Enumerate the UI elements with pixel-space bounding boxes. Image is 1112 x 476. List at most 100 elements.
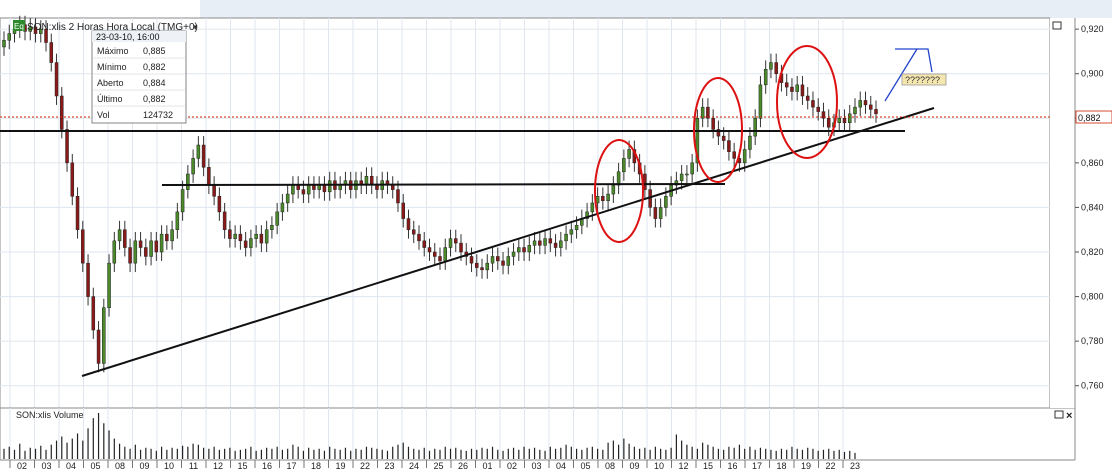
maximize-volume-icon[interactable] <box>1054 410 1064 419</box>
candle-139 <box>732 151 736 159</box>
callout-box <box>901 73 947 86</box>
ohlc-info-box: 23-03-10, 16:00 Máximo 0,885 Mínimo 0,88… <box>91 30 187 124</box>
candle-90 <box>475 262 479 268</box>
chevron-down-icon[interactable]: ▾ <box>193 22 198 32</box>
candle-117 <box>616 171 621 186</box>
candle-35 <box>186 173 190 190</box>
xtick-label-24: 08 <box>605 461 615 471</box>
candle-94 <box>496 256 500 262</box>
candle-113 <box>595 196 600 204</box>
candle-43 <box>228 229 232 239</box>
ohlc-value-0: 0,885 <box>143 46 166 56</box>
xtick-label-19: 01 <box>482 461 492 471</box>
candle-146 <box>769 62 773 70</box>
candle-133 <box>700 106 705 119</box>
ohlc-value-2: 0,884 <box>143 78 166 88</box>
close-volume-icon[interactable]: × <box>1066 410 1072 422</box>
candle-33 <box>175 211 180 230</box>
candle-100 <box>527 245 532 253</box>
xtick-label-16: 24 <box>409 461 419 471</box>
candle-151 <box>795 84 799 92</box>
candle-15 <box>81 229 85 264</box>
candle-157 <box>826 118 831 128</box>
candle-8 <box>44 28 48 43</box>
xtick-label-1: 03 <box>41 461 51 471</box>
candle-144 <box>758 84 763 119</box>
candle-55 <box>291 184 295 195</box>
candle-56 <box>296 184 300 190</box>
candle-57 <box>301 189 306 195</box>
xtick-label-15: 23 <box>384 461 394 471</box>
volume-panel <box>0 407 1076 461</box>
xtick-label-13: 19 <box>335 461 345 471</box>
ytick-label-7: 0,900 <box>1081 69 1104 79</box>
candlestick-series <box>2 15 878 373</box>
candle-37 <box>196 144 201 159</box>
ytick-label-8: 0,920 <box>1081 24 1104 34</box>
candle-59 <box>312 184 316 190</box>
candle-130 <box>685 173 689 176</box>
candle-131 <box>690 162 694 175</box>
maximize-price-icon[interactable] <box>1052 21 1062 30</box>
candle-11 <box>60 95 64 130</box>
candle-18 <box>96 329 101 364</box>
candle-98 <box>517 247 521 253</box>
candle-161 <box>847 113 852 123</box>
ohlc-label-2: Aberto <box>97 78 124 88</box>
red-circle-1 <box>594 139 644 243</box>
candle-143 <box>753 118 757 137</box>
candle-16 <box>86 262 90 297</box>
candle-96 <box>506 256 511 266</box>
candle-118 <box>622 158 626 173</box>
candle-78 <box>411 229 416 235</box>
candle-12 <box>65 129 69 164</box>
candle-71 <box>375 184 379 190</box>
candle-50 <box>264 229 269 244</box>
x-axis-ticks: 02 03 04 05 08 09 10 11 12 15 16 17 18 19 22 23 24 25 26 01… <box>9 460 860 471</box>
candle-36 <box>191 158 195 175</box>
candle-0 <box>2 40 6 48</box>
candle-119 <box>627 149 631 159</box>
candle-155 <box>816 106 820 112</box>
candle-163 <box>858 100 862 108</box>
candle-92 <box>485 262 490 271</box>
candle-109 <box>574 225 579 230</box>
candle-38 <box>201 144 206 168</box>
candle-141 <box>742 149 747 164</box>
ytick-label-2: 0,800 <box>1081 292 1104 302</box>
trendline-rising <box>81 107 935 377</box>
xtick-label-0: 02 <box>17 461 27 471</box>
last-price-value: 0,882 <box>1078 113 1101 123</box>
ytick-label-1: 0,780 <box>1081 336 1104 346</box>
candle-46 <box>243 240 248 248</box>
candle-162 <box>853 106 857 115</box>
candle-93 <box>490 256 495 264</box>
candle-76 <box>401 202 405 219</box>
candle-159 <box>837 118 841 123</box>
candle-7 <box>39 28 43 34</box>
candle-39 <box>207 167 211 186</box>
candle-21 <box>112 240 117 264</box>
last-price-tag <box>1075 110 1112 124</box>
candle-114 <box>601 196 605 201</box>
candle-115 <box>606 193 610 201</box>
xtick-label-18: 26 <box>458 461 468 471</box>
candle-77 <box>406 218 411 230</box>
candle-101 <box>532 240 537 246</box>
candle-147 <box>774 62 778 74</box>
candle-6 <box>33 26 38 34</box>
callout-text: ??????? <box>905 75 940 85</box>
candle-19 <box>102 307 106 364</box>
xtick-label-25: 09 <box>629 461 639 471</box>
candle-13 <box>70 162 75 197</box>
candle-124 <box>653 207 658 219</box>
candle-51 <box>270 225 274 230</box>
xtick-label-27: 12 <box>678 461 688 471</box>
candle-152 <box>800 84 805 97</box>
candle-20 <box>107 262 111 308</box>
xtick-label-22: 04 <box>556 461 566 471</box>
candle-135 <box>711 118 715 130</box>
candle-34 <box>180 189 185 213</box>
candle-40 <box>212 184 216 197</box>
candle-107 <box>564 233 568 242</box>
